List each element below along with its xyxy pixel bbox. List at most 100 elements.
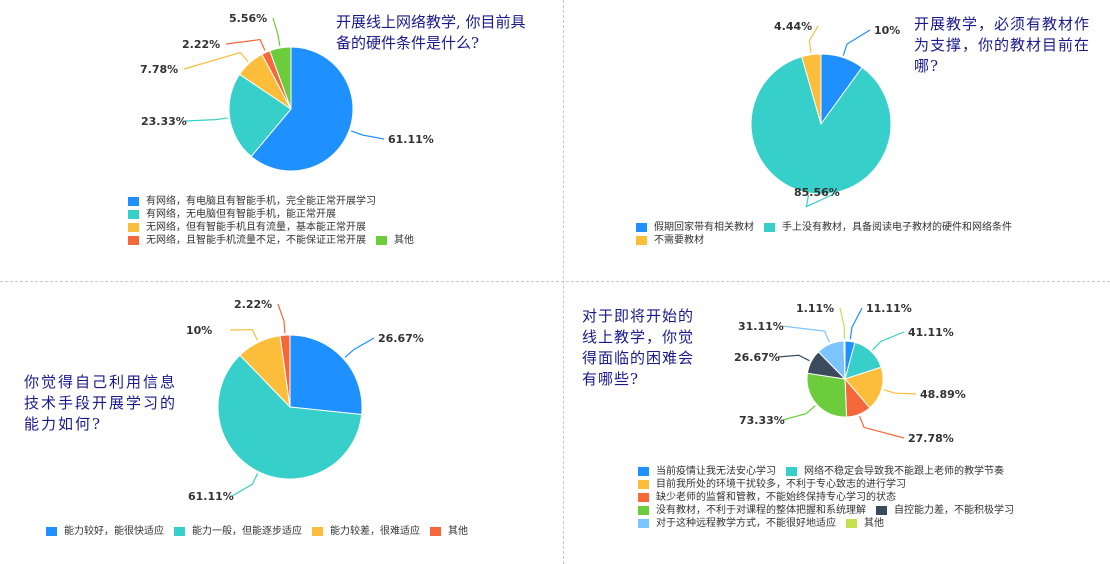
legend-row: 目前我所处的环境干扰较多，不利于专心致志的进行学习	[638, 478, 1108, 491]
data-label: 26.67%	[734, 351, 780, 364]
chart-panel-ability: 你觉得自己利用信息 技术手段开展学习的 能力如何? 26.67% 61.11% 10…	[0, 282, 563, 564]
legend-item: 网络不稳定会导致我不能跟上老师的教学节奏	[786, 465, 1004, 478]
legend-swatch	[128, 197, 139, 206]
pie-slice	[750, 56, 892, 195]
pie-slice	[269, 46, 292, 110]
legend-label: 对于这种远程教学方式，不能很好地适应	[656, 518, 836, 529]
title-line: 线上教学，你觉	[582, 328, 695, 346]
pie-slice	[250, 46, 354, 172]
legend-label: 没有教材，不利于对课程的整体把握和系统理解	[656, 505, 866, 516]
legend-swatch	[128, 210, 139, 219]
legend-swatch	[876, 506, 887, 515]
legend-row: 没有教材，不利于对课程的整体把握和系统理解 自控能力差，不能积极学习	[638, 504, 1108, 517]
leader-line	[805, 191, 839, 208]
pie-chart: 11.11% 41.11% 48.89% 27.78% 73.33% 26.67% 31.1…	[734, 302, 966, 445]
legend-label: 无网络，且智能手机流量不足，不能保证正常开展	[146, 235, 366, 246]
data-label: 85.56%	[794, 186, 840, 199]
pie-slice	[844, 366, 884, 409]
legend-row: 当前疫情让我无法安心学习 网络不稳定会导致我不能跟上老师的教学节奏	[638, 465, 1108, 478]
legend-label: 其他	[394, 235, 414, 246]
legend-label: 有网络，无电脑但有智能手机，能正常开展	[146, 209, 336, 220]
data-label: 10%	[186, 324, 212, 337]
legend-row: 对于这种远程教学方式，不能很好地适应 其他	[638, 517, 1108, 530]
legend-item: 有网络，无电脑但有智能手机，能正常开展	[128, 208, 336, 221]
legend-swatch	[638, 480, 649, 489]
legend-label: 有网络，有电脑且有智能手机，完全能正常开展学习	[146, 196, 376, 207]
legend-label: 能力较差，很难适应	[330, 526, 420, 537]
legend-swatch	[376, 236, 387, 245]
title-line: 得面临的困难会	[582, 349, 695, 367]
legend-swatch	[636, 223, 647, 232]
data-label: 10%	[874, 24, 900, 37]
title-line: 你觉得自己利用信息	[24, 373, 178, 391]
data-label: 1.11%	[796, 302, 834, 315]
legend-label: 目前我所处的环境干扰较多，不利于专心致志的进行学习	[656, 479, 906, 490]
legend-row: 有网络，有电脑且有智能手机，完全能正常开展学习	[128, 195, 548, 208]
legend-row: 无网络，但有智能手机且有流量，基本能正常开展	[128, 221, 548, 234]
leader-line	[808, 25, 819, 53]
pie-slice	[806, 372, 848, 418]
legend-label: 假期回家带有相关教材	[654, 222, 754, 233]
leader-line	[872, 331, 905, 351]
legend-label: 不需要教材	[654, 235, 704, 246]
leader-line	[231, 473, 259, 497]
legend-row: 缺少老师的监督和管教，不能始终保持专心学习的状态	[638, 491, 1108, 504]
data-label: 31.11%	[738, 320, 784, 333]
legend-label: 自控能力差，不能积极学习	[894, 505, 1014, 516]
data-label: 2.22%	[182, 38, 220, 51]
chart-panel-textbook: 开展教学，必须有教材作 为支撑，你的教材目前在 哪? 10% 85.56% 4.44…	[564, 0, 1110, 281]
data-label: 7.78%	[140, 63, 178, 76]
leader-line	[842, 29, 871, 56]
legend-row: 假期回家带有相关教材 手上没有教材，具备阅读电子教材的硬件和网络条件	[636, 221, 1096, 234]
data-label: 73.33%	[739, 414, 785, 427]
legend-label: 其他	[448, 526, 468, 537]
data-label: 27.78%	[908, 432, 954, 445]
leader-line	[777, 354, 810, 362]
pie-slice	[289, 334, 363, 416]
leader-line	[782, 405, 816, 421]
title-line: 技术手段开展学习的	[24, 394, 178, 412]
leader-line	[225, 38, 266, 51]
title-line: 为支撑，你的教材目前在	[914, 36, 1091, 54]
legend-row: 有网络，无电脑但有智能手机，能正常开展	[128, 208, 548, 221]
leader-line	[781, 325, 830, 343]
legend-item: 对于这种远程教学方式，不能很好地适应	[638, 517, 836, 530]
legend-label: 网络不稳定会导致我不能跟上老师的教学节奏	[804, 466, 1004, 477]
chart-legend: 能力较好，能很快适应 能力一般，但能逐步适应 能力较差，很难适应 其他	[46, 525, 546, 538]
pie-chart: 26.67% 61.11% 10% 2.22%	[186, 298, 424, 503]
chart-title: 开展教学，必须有教材作 为支撑，你的教材目前在 哪?	[914, 14, 1104, 77]
legend-item: 能力较好，能很快适应	[46, 525, 164, 538]
legend-row: 能力较好，能很快适应 能力一般，但能逐步适应 能力较差，很难适应 其他	[46, 525, 546, 538]
legend-label: 无网络，但有智能手机且有流量，基本能正常开展	[146, 222, 366, 233]
pie-slice	[843, 340, 846, 380]
vertical-divider	[563, 0, 564, 564]
legend-item: 有网络，有电脑且有智能手机，完全能正常开展学习	[128, 195, 376, 208]
legend-item: 目前我所处的环境干扰较多，不利于专心致志的进行学习	[638, 478, 906, 491]
legend-swatch	[638, 467, 649, 476]
leader-line	[859, 416, 905, 439]
legend-item: 无网络，且智能手机流量不足，不能保证正常开展	[128, 234, 366, 247]
pie-chart: 61.11% 23.33% 7.78% 2.22% 5.56%	[140, 12, 434, 172]
legend-swatch	[638, 519, 649, 528]
pie-slice	[228, 73, 292, 158]
chart-legend: 有网络，有电脑且有智能手机，完全能正常开展学习 有网络，无电脑但有智能手机，能正常…	[128, 195, 548, 247]
legend-swatch	[174, 527, 185, 536]
legend-item: 其他	[376, 234, 414, 247]
leader-line	[184, 117, 228, 122]
chart-panel-hardware: 开展线上网络教学, 你目前具 备的硬件条件是什么? 61.11% 23.33% 7.…	[0, 0, 563, 281]
chart-legend: 当前疫情让我无法安心学习 网络不稳定会导致我不能跟上老师的教学节奏 目前我所处的环境…	[638, 465, 1108, 530]
chart-title: 你觉得自己利用信息 技术手段开展学习的 能力如何?	[24, 372, 199, 435]
pie-slice	[279, 334, 291, 408]
title-line: 开展教学，必须有教材作	[914, 15, 1091, 33]
legend-label: 手上没有教材，具备阅读电子教材的硬件和网络条件	[782, 222, 1012, 233]
legend-label: 其他	[864, 518, 884, 529]
legend-item: 无网络，但有智能手机且有流量，基本能正常开展	[128, 221, 366, 234]
legend-swatch	[312, 527, 323, 536]
legend-swatch	[638, 506, 649, 515]
leader-line	[350, 130, 385, 140]
pie-slice	[217, 354, 363, 480]
legend-item: 自控能力差，不能积极学习	[876, 504, 1014, 517]
legend-item: 不需要教材	[636, 234, 704, 247]
legend-label: 能力较好，能很快适应	[64, 526, 164, 537]
legend-swatch	[128, 223, 139, 232]
